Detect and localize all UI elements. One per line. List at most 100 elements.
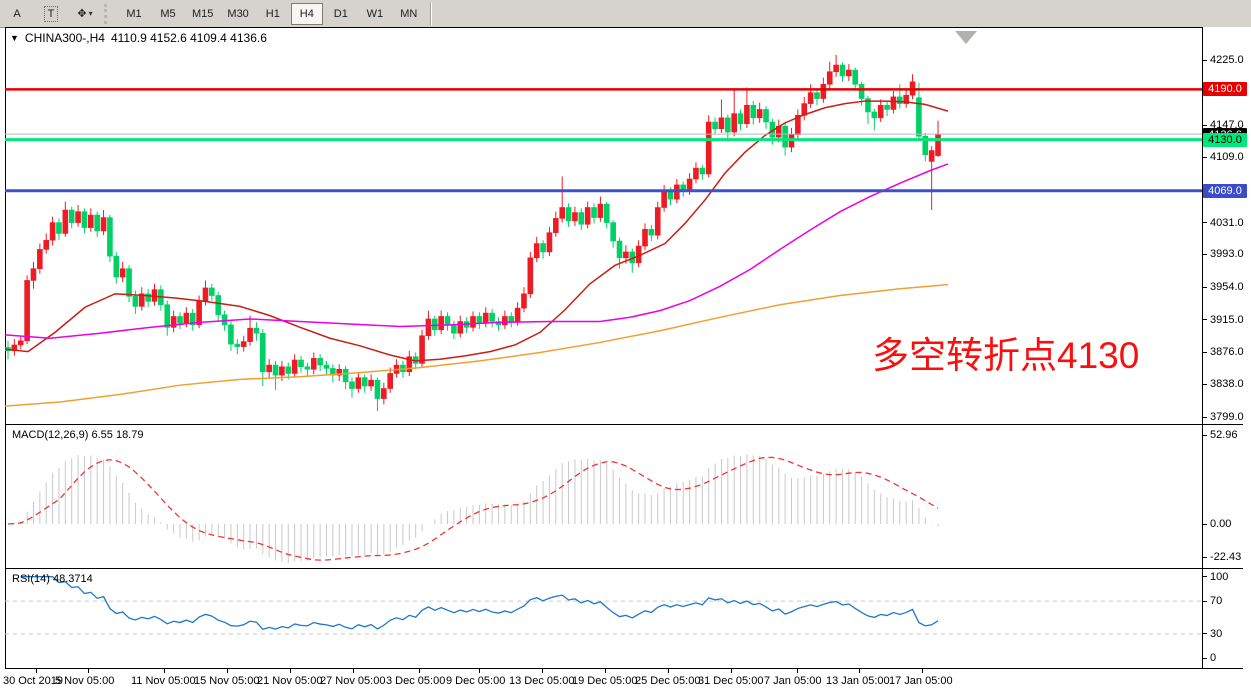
toolbar-drag-handle[interactable] — [104, 3, 114, 24]
time-tick — [668, 669, 669, 673]
axis-tick — [1203, 576, 1207, 578]
time-tick — [353, 669, 354, 673]
time-tick — [542, 669, 543, 673]
rsi-tick-label: 0 — [1210, 652, 1217, 665]
chart-frame-top — [5, 27, 1243, 28]
timeframe-group: M1 M5 M15 M30 H1 H4 D1 W1 MN — [117, 2, 426, 25]
timeframe-button-mn[interactable]: MN — [400, 7, 418, 20]
time-label: 30 Oct 2019 — [3, 675, 63, 687]
time-label: 17 Jan 05:00 — [889, 675, 953, 687]
axis-tick — [1203, 351, 1207, 353]
rsi-tick-label: 30 — [1210, 627, 1223, 640]
main-chart-canvas[interactable] — [5, 27, 1202, 424]
ohlc-readout: 4110.9 4152.6 4109.4 4136.6 — [110, 31, 267, 45]
price-tick-label: 3915.0 — [1210, 313, 1244, 326]
timeframe-button-h4[interactable]: H4 — [290, 2, 323, 25]
rsi-tick-label: 70 — [1210, 595, 1223, 608]
macd-tick-label: -22.43 — [1210, 551, 1242, 563]
axis-tick — [1203, 556, 1207, 558]
timeframe-button-d1[interactable]: D1 — [333, 7, 348, 20]
price-tick-label: 3993.0 — [1210, 248, 1244, 261]
macd-label: MACD(12,26,9) 6.55 18.79 — [12, 429, 144, 441]
text-tool-button[interactable]: T — [35, 3, 67, 25]
time-axis-separator — [5, 668, 1243, 669]
axis-tick — [1203, 156, 1207, 158]
timeframe-button-m30[interactable]: M30 — [227, 7, 249, 20]
price-tick-label: 3954.0 — [1210, 281, 1244, 294]
macd-panel-canvas[interactable] — [5, 425, 1202, 568]
price-tick-label: 4109.0 — [1210, 151, 1244, 164]
price-tick-label: 3838.0 — [1210, 378, 1244, 391]
pivot-badge: 4130.0 — [1203, 132, 1247, 147]
resistance-badge: 4190.0 — [1203, 82, 1247, 97]
time-label: 25 Dec 05:00 — [635, 675, 701, 687]
timeframe-button-h1[interactable]: H1 — [265, 7, 280, 20]
time-tick — [605, 669, 606, 673]
price-tick-label: 3876.0 — [1210, 346, 1244, 359]
macd-tick-label: 0.00 — [1210, 518, 1232, 530]
time-label: 3 Dec 05:00 — [386, 675, 446, 687]
price-tick-label: 4031.0 — [1210, 216, 1244, 229]
style-tool-icon: ✥ — [77, 8, 87, 20]
price-axis[interactable]: 4225.0 4147.0 4109.0 4031.0 3993.0 3954.0 3915… — [1203, 27, 1251, 424]
time-tick — [88, 669, 89, 673]
macd-values: 6.55 18.79 — [91, 429, 144, 441]
axis-tick — [1203, 124, 1207, 126]
time-tick — [859, 669, 860, 673]
macd-axis[interactable]: 52.96 0.00 -22.43 — [1203, 425, 1251, 568]
time-label: 5 Nov 05:00 — [55, 675, 115, 687]
macd-panel-separator — [5, 424, 1243, 425]
macd-tick-label: 52.96 — [1210, 429, 1238, 441]
arrow-tool-button[interactable]: A — [13, 7, 21, 20]
axis-tick — [1203, 383, 1207, 385]
time-label: 27 Nov 05:00 — [320, 675, 386, 687]
rsi-axis[interactable]: 100 70 30 0 — [1203, 569, 1251, 668]
rsi-panel-canvas[interactable] — [5, 569, 1202, 668]
text-tool-icon: T — [43, 5, 59, 22]
time-tick — [922, 669, 923, 673]
rsi-label: RSI(14) 48.3714 — [12, 573, 93, 585]
chart-annotation-text: 多空转折点4130 — [872, 335, 1140, 376]
style-tool-button[interactable]: ✥ ▾ — [69, 3, 101, 25]
time-axis[interactable]: 30 Oct 2019 5 Nov 05:00 11 Nov 05:00 15 Nov… — [3, 669, 1243, 695]
price-axis-separator — [1202, 27, 1203, 669]
symbol-label: CHINA300-,H4 — [24, 31, 105, 45]
axis-tick — [1203, 633, 1207, 635]
time-tick — [290, 669, 291, 673]
time-label: 13 Jan 05:00 — [826, 675, 890, 687]
axis-tick — [1203, 523, 1207, 525]
timeframe-button-w1[interactable]: W1 — [366, 7, 384, 20]
timeframe-button-m1[interactable]: M1 — [126, 7, 142, 20]
time-label: 21 Nov 05:00 — [257, 675, 323, 687]
price-tick-label: 4225.0 — [1210, 54, 1244, 66]
time-label: 9 Dec 05:00 — [446, 675, 506, 687]
time-label: 7 Jan 05:00 — [764, 675, 822, 687]
rsi-panel-separator — [5, 568, 1243, 569]
chevron-down-icon: ▾ — [88, 9, 93, 18]
support-badge: 4069.0 — [1203, 183, 1247, 198]
time-tick — [36, 669, 37, 673]
time-tick — [164, 669, 165, 673]
rsi-value: 48.3714 — [52, 573, 93, 585]
axis-tick — [1203, 657, 1207, 659]
time-label: 31 Dec 05:00 — [698, 675, 764, 687]
time-label: 15 Nov 05:00 — [194, 675, 260, 687]
time-tick — [479, 669, 480, 673]
symbol-dropdown-icon: ▼ — [10, 33, 19, 43]
price-tick-label: 3799.0 — [1210, 411, 1244, 424]
time-tick — [419, 669, 420, 673]
axis-tick — [1203, 319, 1207, 321]
timeframe-button-m5[interactable]: M5 — [160, 7, 176, 20]
time-tick — [227, 669, 228, 673]
axis-tick — [1203, 286, 1207, 288]
time-label: 13 Dec 05:00 — [509, 675, 575, 687]
scroll-to-end-icon[interactable] — [955, 31, 977, 44]
time-tick — [797, 669, 798, 673]
axis-tick — [1203, 600, 1207, 602]
toolbar-separator — [429, 2, 431, 25]
axis-tick — [1203, 434, 1207, 436]
timeframe-button-m15[interactable]: M15 — [192, 7, 214, 20]
rsi-tick-label: 100 — [1210, 570, 1229, 583]
axis-tick — [1203, 416, 1207, 418]
